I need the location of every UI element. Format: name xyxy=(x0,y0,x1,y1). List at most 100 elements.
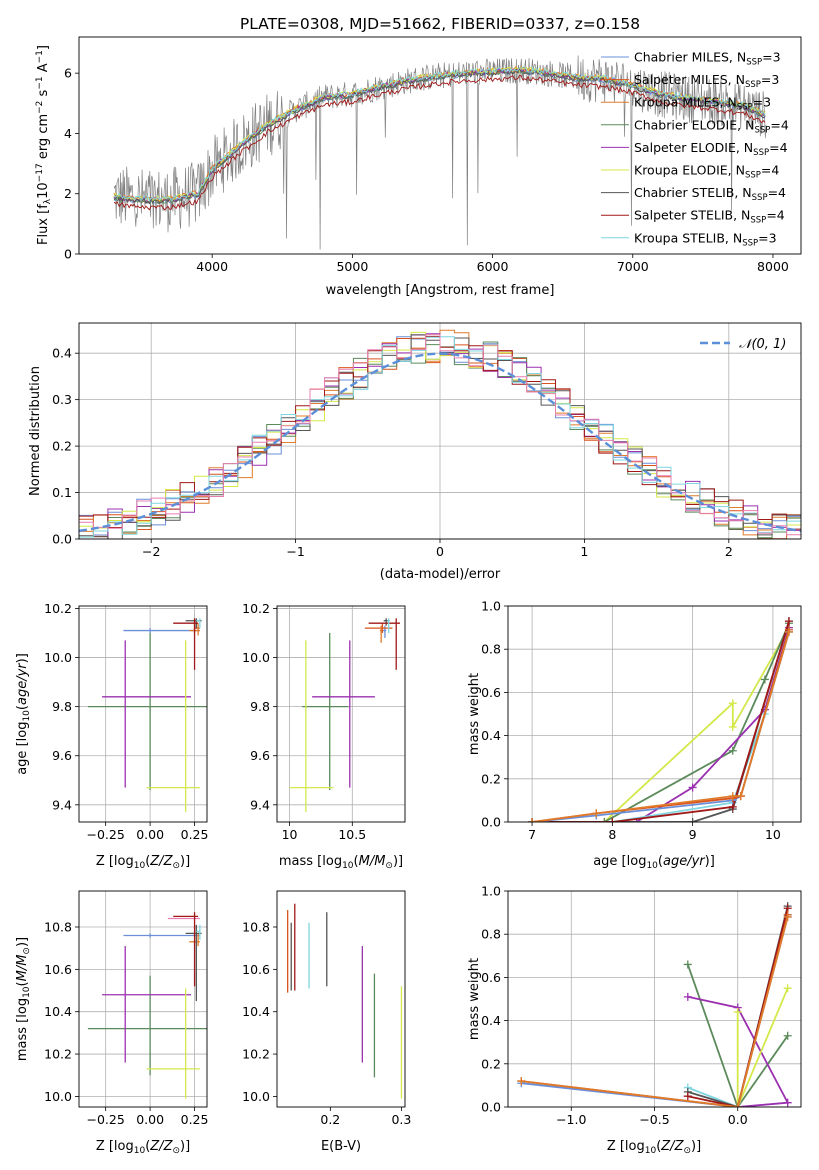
x-tick-label: 9 xyxy=(689,827,697,842)
legend-label: Salpeter ELODIE, NSSP=4 xyxy=(634,140,788,158)
marker-kroupa-elodie xyxy=(733,1007,742,1016)
y-tick-label: 0.8 xyxy=(481,642,501,657)
marker-kroupa-elodie xyxy=(728,722,737,731)
marker-chabrier-elodie xyxy=(760,675,769,684)
marker-kroupa-elodie xyxy=(728,699,737,708)
y-tick-label: 10.0 xyxy=(44,1089,72,1104)
series-salpeter-stelib xyxy=(532,620,790,822)
model-spectrum-salpeter-stelib xyxy=(113,74,766,211)
x-tick-label: 6000 xyxy=(477,259,509,274)
mass-vs-metallicity-panel: −0.25 0.00 0.25 10.0 10.2 10.4 10.6 10.8 Z [log1… xyxy=(15,890,209,1156)
y-tick-label: 2 xyxy=(64,186,72,201)
x-tick-label: 7 xyxy=(528,827,536,842)
axes-frame xyxy=(78,890,208,1108)
x-axis-label: E(B-V) xyxy=(321,1139,361,1154)
y-tick-label: 6 xyxy=(64,66,72,81)
x-axis-label: Z [log10(Z/Z⊙)] xyxy=(96,1139,190,1156)
gaussian-curve xyxy=(79,352,801,533)
x-axis-label: Z [log10(Z/Z⊙)] xyxy=(607,1139,701,1156)
x-tick-label: 8 xyxy=(608,827,616,842)
marker-salpeter-elodie xyxy=(688,783,697,792)
x-tick-label: 2 xyxy=(725,544,733,559)
plot-area xyxy=(289,618,400,813)
x-tick-label: −1.0 xyxy=(556,1112,586,1127)
y-tick-label: 0.1 xyxy=(52,485,72,500)
spectrum-panel: 4000 5000 6000 7000 8000 0 2 4 6 wavelength [Angs… xyxy=(35,36,802,298)
legend-label: Salpeter MILES, NSSP=3 xyxy=(634,72,779,90)
marker-chabrier-stelib xyxy=(688,818,697,822)
x-tick-label: 5000 xyxy=(336,259,368,274)
x-tick-label: 0.0 xyxy=(728,1112,748,1127)
marker-kroupa-miles xyxy=(736,792,745,801)
marker-chabrier-elodie xyxy=(600,818,609,822)
marker-salpeter-stelib xyxy=(683,1092,692,1101)
series-salpeter-stelib xyxy=(687,908,789,1107)
y-axis-label: Flux [fλ10−17 erg cm−2 s−1 A−1] xyxy=(35,45,53,245)
plot-area xyxy=(87,912,207,1099)
y-tick-label: 0.4 xyxy=(52,346,72,361)
y-tick-label: 9.8 xyxy=(52,699,72,714)
y-tick-label: 10.6 xyxy=(44,962,72,977)
plot-area xyxy=(87,618,207,813)
marker-chabrier-elodie xyxy=(728,746,737,755)
axes-frame xyxy=(78,36,802,255)
y-tick-label: 0.2 xyxy=(481,1056,501,1071)
residuals-panel: −2 −1 0 1 2 0.0 0.1 0.2 0.3 0.4 𝒩(0, 1) (data-model… xyxy=(28,322,802,582)
x-tick-label: 0.00 xyxy=(136,1112,164,1127)
series-salpeter-elodie xyxy=(687,995,790,1107)
marker-kroupa-miles xyxy=(592,809,601,818)
x-tick-label: 0.25 xyxy=(181,1112,209,1127)
x-axis-label: (data-model)/error xyxy=(380,567,501,582)
marker-salpeter-stelib xyxy=(784,617,793,626)
y-axis-label: age [log10(age/yr)] xyxy=(15,653,32,775)
x-tick-label: −0.5 xyxy=(639,1112,669,1127)
x-axis-label: wavelength [Angstrom, rest frame] xyxy=(326,283,555,298)
axes-frame xyxy=(507,605,802,823)
marker-kroupa-miles xyxy=(517,1077,526,1086)
y-tick-label: 0.0 xyxy=(52,532,72,547)
plot-area xyxy=(113,55,767,250)
legend-label: Chabrier STELIB, NSSP=4 xyxy=(634,185,786,203)
x-tick-label: −0.25 xyxy=(87,1112,125,1127)
y-tick-label: 4 xyxy=(64,126,72,141)
plot-area xyxy=(517,902,792,1107)
y-tick-label: 10.8 xyxy=(242,920,270,935)
y-tick-label: 10.0 xyxy=(242,1089,270,1104)
x-tick-label: 4000 xyxy=(196,259,228,274)
legend-label: Chabrier ELODIE, NSSP=4 xyxy=(634,117,789,135)
y-tick-label: 9.4 xyxy=(250,797,270,812)
y-tick-label: 0.4 xyxy=(481,1013,501,1028)
x-tick-label: 0.3 xyxy=(391,1112,411,1127)
age-vs-mass-panel: 10 10.5 9.4 9.6 9.8 10.0 10.2 mass [log10(M/M⊙)… xyxy=(242,601,406,871)
x-tick-label: −2 xyxy=(142,544,160,559)
legend-label: Kroupa STELIB, NSSP=3 xyxy=(634,230,777,248)
y-axis-label: Normed distribution xyxy=(28,366,43,496)
plot-area xyxy=(528,617,793,822)
legend-label: Salpeter STELIB, NSSP=4 xyxy=(634,208,785,226)
marker-kroupa-elodie xyxy=(783,984,792,993)
x-axis-label: mass [log10(M/M⊙)] xyxy=(279,854,403,871)
y-tick-label: 10.8 xyxy=(44,920,72,935)
plot-area xyxy=(287,903,403,1099)
x-tick-label: 1 xyxy=(580,544,588,559)
x-tick-label: 10 xyxy=(282,827,298,842)
y-tick-label: 9.4 xyxy=(52,797,72,812)
x-tick-label: 0 xyxy=(436,544,444,559)
marker-kroupa-miles xyxy=(784,627,793,636)
y-tick-label: 0 xyxy=(64,247,72,262)
model-spectrum-kroupa-elodie xyxy=(113,66,766,202)
y-tick-label: 10.2 xyxy=(242,1047,270,1062)
spectrum-title: PLATE=0308, MJD=51662, FIBERID=0337, z=0… xyxy=(240,15,640,33)
y-tick-label: 0.4 xyxy=(481,728,501,743)
y-tick-label: 0.0 xyxy=(481,815,501,830)
marker-kroupa-miles xyxy=(728,792,737,801)
y-tick-label: 1.0 xyxy=(481,884,501,899)
y-tick-label: 10.6 xyxy=(242,962,270,977)
x-tick-label: 10 xyxy=(765,827,781,842)
x-tick-label: 8000 xyxy=(757,259,789,274)
marker-salpeter-elodie xyxy=(683,992,692,1001)
y-tick-label: 10.0 xyxy=(242,650,270,665)
y-axis-label: mass weight xyxy=(467,673,482,755)
y-tick-label: 1.0 xyxy=(481,599,501,614)
